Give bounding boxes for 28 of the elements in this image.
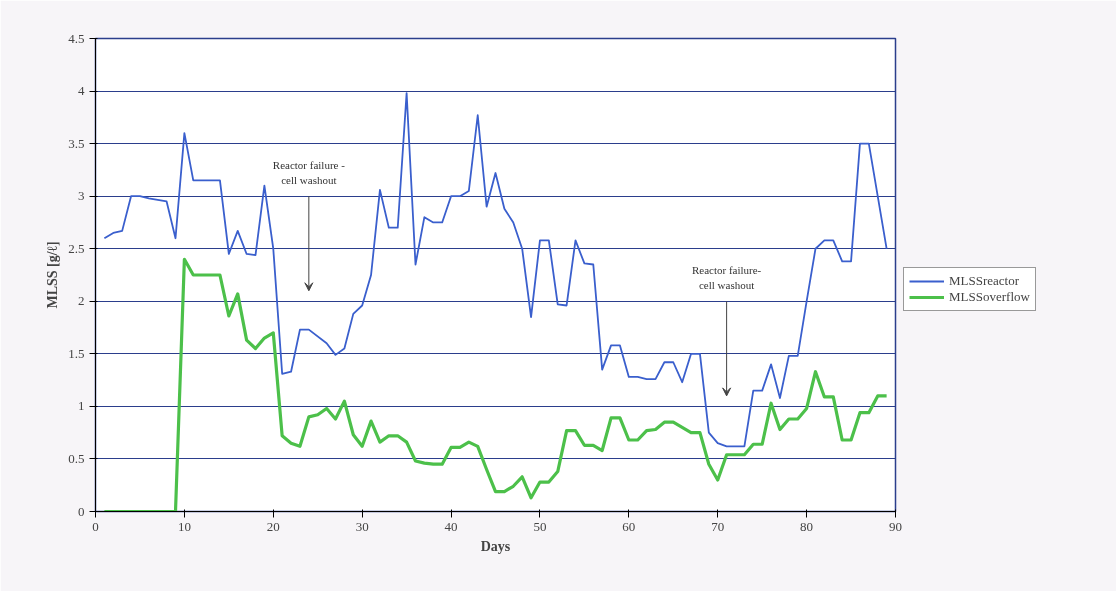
x-tick-label: 80: [800, 518, 814, 534]
x-tick-label: 30: [355, 518, 369, 534]
line-series: [103, 92, 888, 448]
legend-label: MLSSreactor: [949, 273, 1020, 289]
y-tick-label: 0.5: [68, 450, 85, 466]
y-tick-label: 4.5: [68, 30, 85, 46]
y-tick-label: 3.5: [68, 135, 85, 151]
x-tick-label: 20: [266, 518, 280, 534]
y-tick-label: 3: [78, 188, 85, 204]
x-tick-label: 90: [889, 518, 902, 534]
x-tick-label: 60: [622, 518, 636, 534]
x-tick-label: 10: [177, 518, 191, 534]
y-tick-label: 0: [78, 503, 85, 519]
y-tick-label: 2.5: [68, 240, 85, 256]
x-tick-label: 70: [711, 518, 725, 534]
annotation: Reactor failure- cell washout: [691, 264, 762, 291]
annotation: Reactor failure - cell washout: [272, 159, 346, 186]
x-tick-label: 50: [533, 518, 547, 534]
legend-label: MLSSoverflow: [949, 289, 1030, 305]
y-tick-label: 1: [78, 398, 85, 414]
x-tick-label: 40: [444, 518, 458, 534]
y-tick-label: 4: [78, 83, 85, 99]
x-axis-title: Days: [480, 538, 511, 554]
x-tick-label: 0: [92, 518, 99, 534]
y-tick-label: 2: [78, 293, 85, 309]
y-tick-label: 1.5: [68, 345, 85, 361]
y-axis-title: MLSS [g/ℓ]: [45, 241, 61, 309]
line-series: [102, 257, 889, 512]
